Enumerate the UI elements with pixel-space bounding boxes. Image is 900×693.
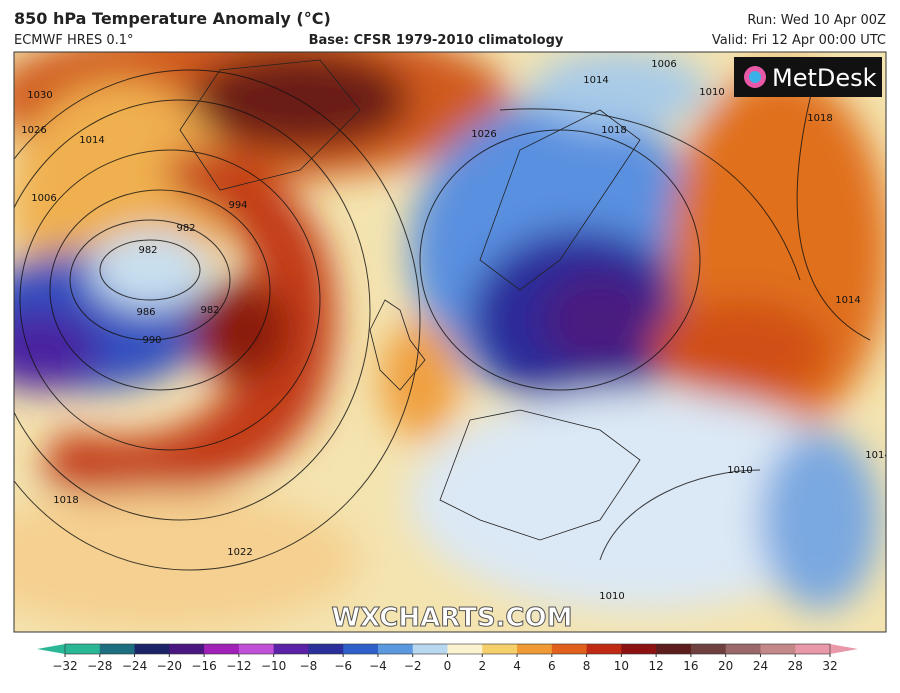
colorbar-segment bbox=[690, 644, 727, 654]
colorbar-segment bbox=[377, 644, 414, 654]
colorbar-tick-label: 24 bbox=[753, 659, 768, 673]
colorbar-tick-label: 28 bbox=[788, 659, 803, 673]
colorbar-tick-label: −20 bbox=[157, 659, 182, 673]
colorbar-tick-label: −32 bbox=[52, 659, 77, 673]
isobar-label: 994 bbox=[228, 200, 247, 211]
isobar-label: 1018 bbox=[53, 495, 78, 506]
isobar-label: 982 bbox=[176, 223, 195, 234]
isobar-label: 1006 bbox=[651, 59, 676, 70]
colorbar-end bbox=[830, 644, 858, 654]
colorbar-tick-label: −8 bbox=[300, 659, 318, 673]
colorbar-segment bbox=[169, 644, 205, 654]
colorbar-segment bbox=[795, 644, 831, 654]
colorbar-segment bbox=[725, 644, 761, 654]
model: ECMWF HRES 0.1° bbox=[14, 33, 134, 48]
isobar-label: 1026 bbox=[471, 129, 496, 140]
colorbar-segment bbox=[238, 644, 275, 654]
colorbar-segment bbox=[204, 644, 240, 654]
isobar-label: 1018 bbox=[807, 113, 832, 124]
title: 850 hPa Temperature Anomaly (°C) bbox=[14, 9, 331, 28]
colorbar-tick-label: 8 bbox=[583, 659, 591, 673]
isobar-label: 1010 bbox=[727, 465, 752, 476]
isobar-label: 990 bbox=[142, 335, 161, 346]
isobar-label: 1010 bbox=[599, 591, 624, 602]
isobar-label: 1014 bbox=[79, 135, 104, 146]
isobar-label: 1030 bbox=[27, 90, 52, 101]
colorbar-tick-label: 2 bbox=[478, 659, 486, 673]
isobar-label: 982 bbox=[138, 245, 157, 256]
watermark: WXCHARTS.COM bbox=[331, 603, 572, 633]
colorbar-tick-label: 10 bbox=[614, 659, 629, 673]
base: Base: CFSR 1979-2010 climatology bbox=[309, 33, 564, 48]
colorbar-tick-label: −16 bbox=[191, 659, 216, 673]
isobar-label: 986 bbox=[136, 307, 155, 318]
colorbar-segment bbox=[517, 644, 553, 654]
colorbar-tick-label: −12 bbox=[226, 659, 251, 673]
colorbar-tick-label: 6 bbox=[548, 659, 556, 673]
isobar-label: 1018 bbox=[601, 125, 626, 136]
colorbar-segment bbox=[99, 644, 136, 654]
colorbar-tick-label: −28 bbox=[87, 659, 112, 673]
colorbar-segment bbox=[760, 644, 796, 654]
colorbar-segment bbox=[621, 644, 657, 654]
colorbar-segment bbox=[65, 644, 101, 654]
colorbar-segment bbox=[551, 644, 588, 654]
colorbar-segment bbox=[308, 644, 344, 654]
valid: Valid: Fri 12 Apr 00:00 UTC bbox=[712, 33, 886, 48]
isobar-label: 982 bbox=[200, 305, 219, 316]
colorbar-tick-label: 32 bbox=[822, 659, 837, 673]
isobar-label: 1014 bbox=[583, 75, 608, 86]
isobar-label: 1014 bbox=[865, 450, 890, 461]
map-frame bbox=[13, 51, 887, 633]
colorbar-segment bbox=[134, 644, 170, 654]
colorbar-tick-label: 16 bbox=[683, 659, 698, 673]
run: Run: Wed 10 Apr 00Z bbox=[747, 13, 886, 28]
logo: MetDesk bbox=[772, 64, 877, 92]
map: 1030 1026 1014 1006 982 994 982 986 990 982 1018 10… bbox=[14, 52, 890, 633]
colorbar-tick-label: −2 bbox=[404, 659, 422, 673]
colorbar-segment bbox=[586, 644, 622, 654]
colorbar-end bbox=[37, 644, 65, 654]
colorbar-segment bbox=[343, 644, 379, 654]
colorbar: −32 −28 −24 −20 −16 −12 −10 −8 −6 −4 −2 0 2 4 6 8 10 12 16… bbox=[37, 643, 858, 673]
colorbar-tick-label: −4 bbox=[369, 659, 387, 673]
colorbar-segment bbox=[273, 644, 309, 654]
isobar-label: 1006 bbox=[31, 193, 56, 204]
isobar-label: 1014 bbox=[835, 295, 860, 306]
colorbar-tick-label: 0 bbox=[444, 659, 452, 673]
colorbar-tick-label: 20 bbox=[718, 659, 733, 673]
colorbar-tick-label: −10 bbox=[261, 659, 286, 673]
colorbar-tick-label: −6 bbox=[334, 659, 352, 673]
colorbar-segment bbox=[447, 644, 483, 654]
colorbar-segment bbox=[412, 644, 448, 654]
isobar-label: 1026 bbox=[21, 125, 46, 136]
isobar-label: 1022 bbox=[227, 547, 252, 558]
colorbar-tick-label: −24 bbox=[122, 659, 147, 673]
isobar-label: 1010 bbox=[699, 87, 724, 98]
colorbar-tick-label: 4 bbox=[513, 659, 521, 673]
colorbar-segment bbox=[482, 644, 518, 654]
colorbar-tick-label: 12 bbox=[648, 659, 663, 673]
colorbar-segment bbox=[656, 644, 692, 654]
